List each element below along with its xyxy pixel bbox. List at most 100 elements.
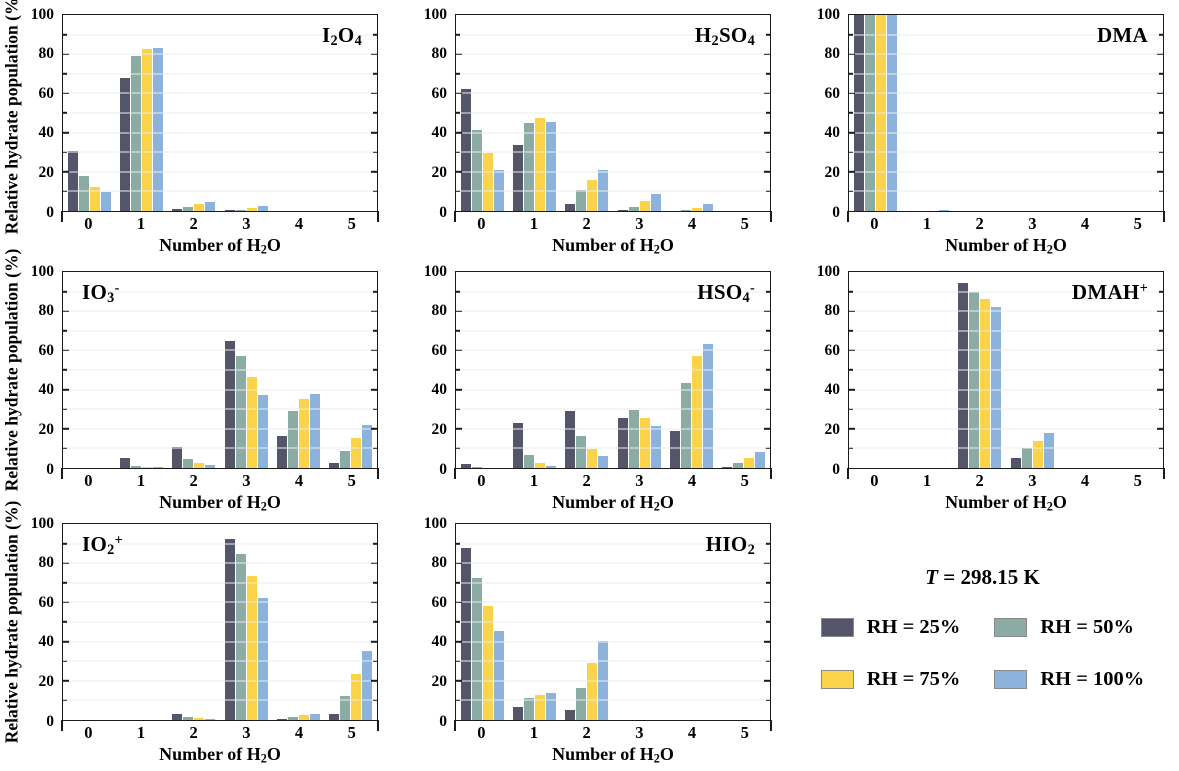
bar-rh50 <box>235 554 246 720</box>
gridline <box>63 408 377 410</box>
y-axis-tick <box>371 92 377 95</box>
y-axis-tick <box>1159 151 1163 153</box>
x-tick-label: 0 <box>477 723 486 742</box>
chart-panel-hio2: 0 20 40 60 80 100 HIO2 0 1 2 3 4 5 Number of H2O <box>393 509 786 771</box>
legend-item-rh25: RH = 25% <box>820 616 960 639</box>
x-tick-label: 5 <box>740 723 749 742</box>
y-tick-label: 80 <box>824 44 841 62</box>
y-tick-label: 80 <box>431 553 448 571</box>
gridline <box>456 349 770 351</box>
y-axis-tick <box>764 388 770 391</box>
axis-spine <box>1163 468 1165 479</box>
gridline <box>63 310 377 312</box>
y-axis-tick <box>63 190 67 193</box>
bar-rh75 <box>534 463 545 468</box>
bar-rh100 <box>152 48 163 211</box>
bar-rh75 <box>587 449 598 468</box>
y-axis-tick <box>456 660 460 662</box>
bar-rh100 <box>362 651 373 720</box>
axis-spine <box>61 211 63 222</box>
y-axis-tick <box>371 562 377 564</box>
gridline <box>456 699 770 701</box>
bar-rh75 <box>1032 440 1043 468</box>
y-axis-tick <box>456 131 462 134</box>
x-tick-label: 5 <box>347 214 356 233</box>
x-tick-row: 0 1 2 3 4 5 <box>848 214 1164 234</box>
x-tick-row: 0 1 2 3 4 5 <box>62 471 378 491</box>
x-tick-label: 4 <box>294 214 304 233</box>
legend-swatch-rh100 <box>994 670 1028 689</box>
y-axis-tick <box>849 388 855 391</box>
y-axis-tick <box>63 349 69 352</box>
bar-rh75 <box>351 673 362 720</box>
y-axis-tick <box>371 388 377 391</box>
x-tick-label: 2 <box>189 214 198 233</box>
x-tick-label: 0 <box>870 214 879 233</box>
y-axis-tick <box>766 369 770 371</box>
y-axis-tick <box>456 310 462 312</box>
legend-panel: T = 298.15 K RH = 25% RH = 50% RH = 75% … <box>786 509 1179 771</box>
bar-rh100 <box>362 424 373 468</box>
gridline <box>849 369 1163 371</box>
y-tick-label: 100 <box>30 262 54 280</box>
chart-panel-h2so4: 0 20 40 60 80 100 H2SO4 0 1 2 3 4 5 Number of H2O <box>393 0 786 257</box>
gridline <box>849 389 1163 391</box>
gridline <box>456 151 770 153</box>
x-tick-label: 3 <box>242 214 251 233</box>
gridline <box>63 330 377 332</box>
bar-group <box>456 15 508 211</box>
gridline <box>456 92 770 94</box>
x-tick-label: 4 <box>294 723 304 742</box>
x-tick-label: 3 <box>1028 471 1037 490</box>
bar-rh25 <box>224 538 235 720</box>
y-axis-tick <box>764 601 770 604</box>
y-tick-label: 60 <box>38 341 55 359</box>
bar-rh75 <box>534 694 545 720</box>
bar-rh25 <box>329 714 340 720</box>
y-axis-tick <box>764 562 770 564</box>
y-axis-tick <box>63 660 67 662</box>
bar-rh75 <box>246 575 257 720</box>
y-tick-label: 100 <box>423 5 447 23</box>
y-axis-tick <box>373 290 377 293</box>
y-tick-label: 60 <box>824 341 841 359</box>
legend-temperature-value: = 298.15 K <box>938 565 1040 589</box>
y-tick-label: 60 <box>38 84 55 102</box>
bar-rh50 <box>969 291 980 468</box>
x-tick-label: 1 <box>529 723 539 742</box>
y-tick-label: 100 <box>816 5 840 23</box>
y-axis-tick <box>456 542 460 545</box>
panel-title: DMAH+ <box>1071 280 1148 304</box>
bar-rh100 <box>493 169 504 211</box>
gridline <box>456 389 770 391</box>
y-axis-tick <box>63 388 69 391</box>
legend-item-label: RH = 50% <box>1040 616 1135 638</box>
gridline <box>849 291 1163 293</box>
bar-rh75 <box>89 187 100 211</box>
x-tick-row: 0 1 2 3 4 5 <box>455 214 771 234</box>
bar-rh100 <box>702 204 713 211</box>
y-axis-tick <box>849 369 853 371</box>
bar-rh25 <box>1010 458 1021 468</box>
y-axis-tick <box>371 131 377 134</box>
x-tick-label: 2 <box>975 214 984 233</box>
gridline <box>63 699 377 701</box>
bar-rh50 <box>628 207 639 211</box>
bar-rh50 <box>680 382 691 468</box>
bar-rh75 <box>194 463 205 468</box>
chart-panel-io2: Relative hydrate population (%) 0 20 40 60 80… <box>0 501 393 771</box>
bar-rh25 <box>617 418 628 468</box>
y-tick-label: 0 <box>46 203 54 221</box>
x-tick-label: 3 <box>242 471 251 490</box>
bar-rh50 <box>78 175 89 211</box>
y-tick-label: 100 <box>423 514 447 532</box>
y-tick-label: 60 <box>431 593 448 611</box>
x-tick-label: 3 <box>635 723 644 742</box>
plot-area <box>61 14 379 222</box>
y-tick-label: 100 <box>816 262 840 280</box>
bar-rh25 <box>512 707 523 720</box>
bar-rh75 <box>351 437 362 468</box>
gridline <box>849 151 1163 153</box>
y-tick-label: 40 <box>824 124 841 142</box>
bar-group <box>115 15 167 211</box>
